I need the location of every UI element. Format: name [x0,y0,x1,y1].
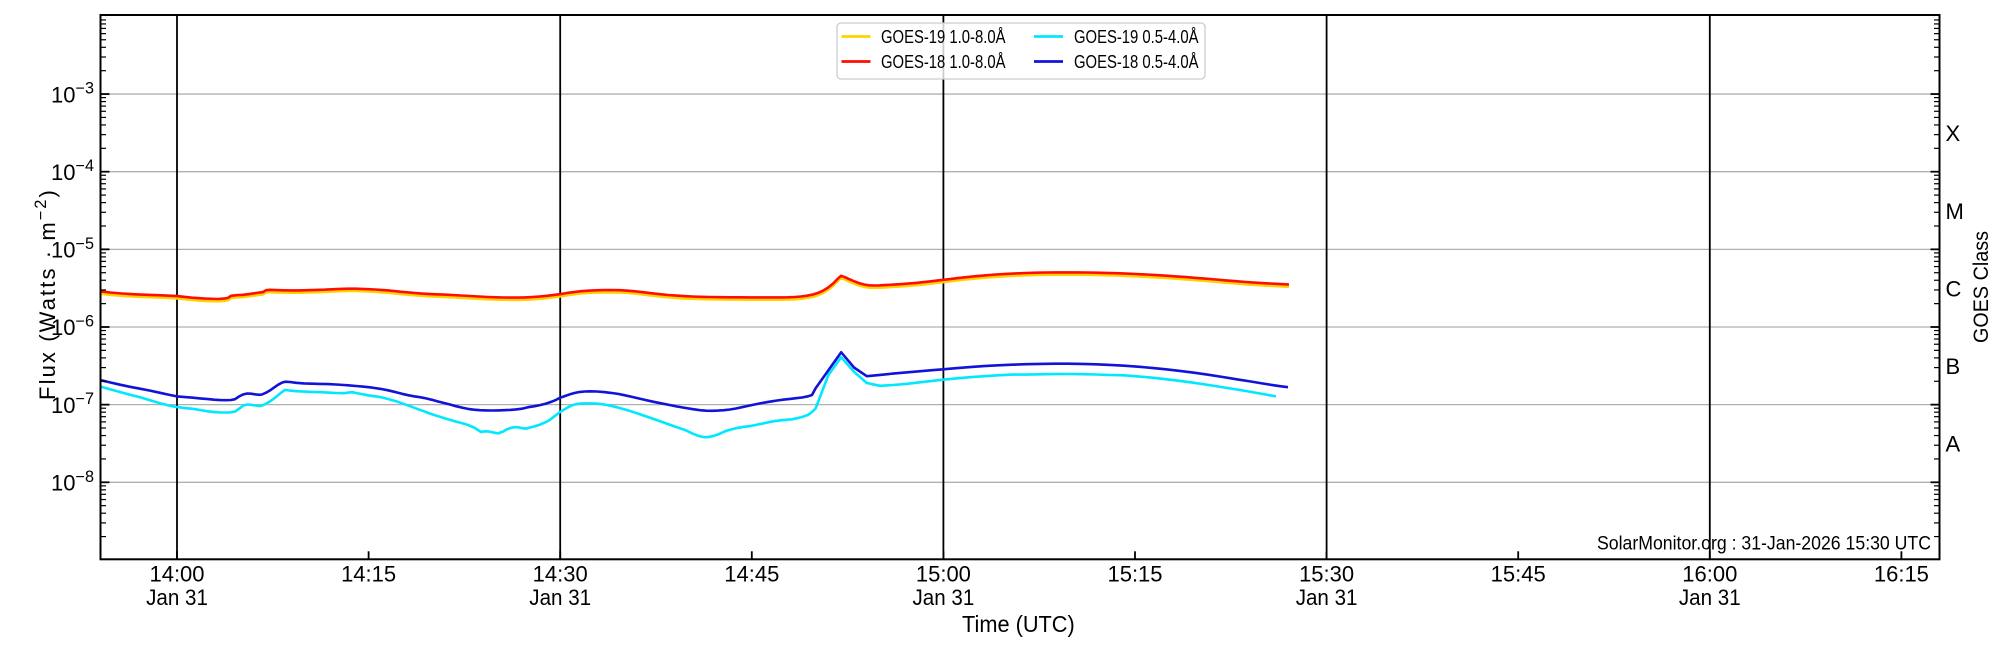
svg-text:16:15: 16:15 [1874,562,1929,587]
svg-text:15:00: 15:00 [916,562,971,587]
svg-text:Jan 31: Jan 31 [1296,585,1358,610]
svg-text:A: A [1946,432,1961,457]
svg-text:14:00: 14:00 [149,562,204,587]
svg-text:Jan 31: Jan 31 [913,585,975,610]
svg-text:Jan 31: Jan 31 [1679,585,1741,610]
svg-text:Jan 31: Jan 31 [529,585,591,610]
svg-text:14:15: 14:15 [341,562,396,587]
svg-text:M: M [1946,199,1964,224]
svg-text:Time (UTC): Time (UTC) [962,611,1075,637]
svg-text:Jan 31: Jan 31 [146,585,208,610]
svg-text:15:15: 15:15 [1107,562,1162,587]
svg-text:X: X [1946,121,1961,146]
svg-text:GOES-18 0.5-4.0Å: GOES-18 0.5-4.0Å [1074,52,1199,72]
svg-text:B: B [1946,354,1961,379]
svg-text:SolarMonitor.org : 31-Jan-2026: SolarMonitor.org : 31-Jan-2026 15:30 UTC [1597,533,1931,554]
svg-text:Flux (Watts · m−2): Flux (Watts · m−2) [32,188,60,400]
svg-text:15:30: 15:30 [1299,562,1354,587]
svg-text:C: C [1946,276,1962,301]
svg-text:GOES-19 1.0-8.0Å: GOES-19 1.0-8.0Å [881,27,1006,47]
svg-text:10−5: 10−5 [51,235,94,263]
svg-text:GOES-19 0.5-4.0Å: GOES-19 0.5-4.0Å [1074,27,1199,47]
svg-text:15:45: 15:45 [1491,562,1546,587]
svg-text:16:00: 16:00 [1682,562,1737,587]
svg-text:GOES Class: GOES Class [1969,231,1993,343]
svg-text:GOES-18 1.0-8.0Å: GOES-18 1.0-8.0Å [881,52,1006,72]
svg-text:14:30: 14:30 [533,562,588,587]
svg-text:14:45: 14:45 [724,562,779,587]
